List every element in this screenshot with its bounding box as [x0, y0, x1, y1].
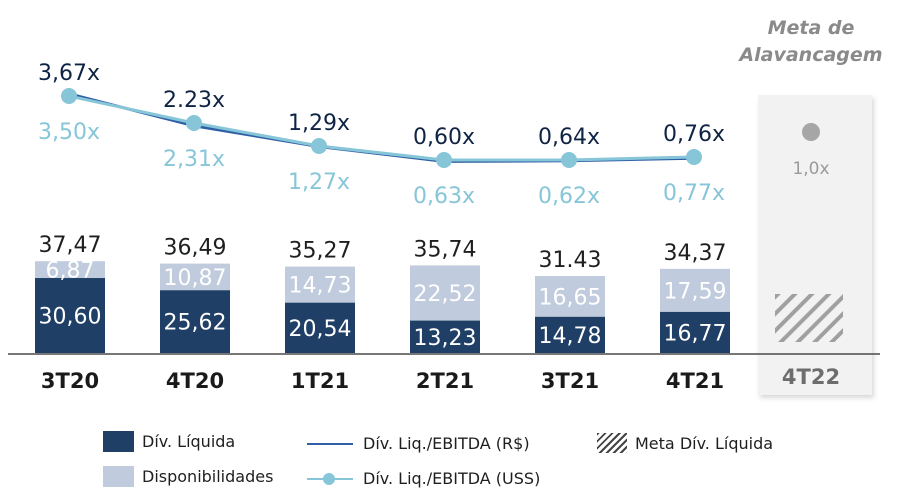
legend-label: Meta Dív. Líquida — [635, 433, 774, 453]
bar-total-label: 36,49 — [164, 236, 227, 261]
bar-disponibilidades — [285, 266, 355, 303]
x-tick-label: 3T21 — [541, 369, 599, 393]
bar-label-disponibilidades: 10,87 — [164, 266, 227, 291]
legend-swatch-line-marker-icon — [307, 472, 353, 486]
line-label-ebitda-usd: 0,63x — [413, 184, 475, 209]
bars-layer — [35, 261, 730, 353]
bar-div-liquida — [160, 290, 230, 353]
bar-label-disponibilidades: 16,65 — [539, 285, 602, 310]
bar-disponibilidades — [35, 261, 105, 279]
legend-label: Dív. Líquida — [142, 432, 236, 451]
line-label-ebitda-brl: 0,64x — [538, 125, 600, 150]
bar-label-div-liquida: 25,62 — [164, 311, 227, 336]
legend-swatch-disponibilidades — [103, 466, 134, 487]
marker-ebitda-usd — [436, 152, 452, 168]
legend-swatch-line-icon — [307, 437, 353, 451]
bar-div-liquida — [35, 278, 105, 353]
bar-disponibilidades — [160, 263, 230, 291]
line-label-ebitda-usd: 1,27x — [288, 170, 350, 195]
legend-swatch-div-liquida — [103, 431, 134, 452]
marker-ebitda-usd — [186, 115, 202, 131]
bar-label-div-liquida: 14,78 — [539, 324, 602, 349]
bar-disponibilidades — [660, 268, 730, 312]
bar-label-div-liquida: 30,60 — [39, 305, 102, 330]
legend-item-ebitda-brl: Dív. Liq./EBITDA (R$) — [307, 434, 530, 453]
bar-total-label: 31.43 — [539, 248, 602, 273]
goal-panel: Meta de Alavancagem 1,0x 4T22 — [737, 17, 883, 395]
bar-label-disponibilidades: 6,87 — [46, 259, 95, 284]
bar-label-disponibilidades: 17,59 — [664, 279, 727, 304]
line-label-ebitda-usd: 0,62x — [538, 184, 600, 209]
bar-div-liquida — [535, 316, 605, 353]
goal-hatched-bar — [775, 294, 843, 342]
legend-label: Disponibilidades — [142, 467, 274, 486]
legend-item-meta: Meta Dív. Líquida — [597, 433, 773, 453]
bar-label-div-liquida: 16,77 — [664, 321, 727, 346]
bar-total-label: 35,74 — [414, 237, 477, 262]
x-tick-label: 4T21 — [666, 369, 724, 393]
legend-item-ebitda-usd: Dív. Liq./EBITDA (USS) — [307, 469, 540, 488]
bar-label-disponibilidades: 22,52 — [414, 282, 477, 307]
line-label-ebitda-brl: 0,60x — [413, 125, 475, 150]
line-label-ebitda-usd: 2,31x — [163, 147, 225, 172]
goal-title-line1: Meta de — [768, 17, 855, 39]
x-tick-label: 1T21 — [291, 369, 349, 393]
bar-div-liquida — [285, 302, 355, 353]
bar-total-label: 37,47 — [39, 233, 102, 258]
bar-label-div-liquida: 20,54 — [289, 317, 352, 342]
line-label-ebitda-brl: 3,67x — [38, 61, 100, 86]
bar-label-disponibilidades: 14,73 — [289, 274, 352, 299]
legend-label: Dív. Liq./EBITDA (R$) — [363, 434, 530, 453]
legend-label: Dív. Liq./EBITDA (USS) — [363, 469, 541, 488]
bar-total-label: 35,27 — [289, 239, 352, 264]
x-tick-label: 3T20 — [41, 369, 99, 393]
goal-category-label: 4T22 — [782, 365, 840, 389]
x-tick-label: 4T20 — [166, 369, 224, 393]
marker-ebitda-usd — [561, 152, 577, 168]
legend-swatch-hatch-icon — [597, 433, 627, 453]
marker-ebitda-usd — [311, 138, 327, 154]
line-label-ebitda-usd: 0,77x — [663, 181, 725, 206]
goal-panel-background — [758, 95, 872, 395]
labels-layer: 6,87 30,60 37,47 3T20 10,87 25,62 36,49 4T20 14,… — [38, 61, 727, 393]
line-label-ebitda-usd: 3,50x — [38, 120, 100, 145]
bar-total-label: 34,37 — [664, 241, 727, 266]
bar-disponibilidades — [410, 265, 480, 321]
goal-leverage-label: 1,0x — [792, 159, 829, 179]
bar-div-liquida — [410, 320, 480, 353]
goal-title-line2: Alavancagem — [737, 44, 882, 66]
legend-item-div-liquida: Dív. Líquida — [103, 431, 235, 452]
legend-item-disponibilidades: Disponibilidades — [103, 466, 273, 487]
marker-ebitda-usd — [686, 149, 702, 165]
line-label-ebitda-brl: 1,29x — [288, 111, 350, 136]
goal-leverage-marker — [802, 123, 820, 141]
lines-layer — [61, 88, 702, 168]
marker-ebitda-usd — [61, 88, 77, 104]
bar-disponibilidades — [535, 275, 605, 317]
x-tick-label: 2T21 — [416, 369, 474, 393]
line-label-ebitda-brl: 0,76x — [663, 122, 725, 147]
bar-div-liquida — [660, 311, 730, 353]
line-label-ebitda-brl: 2.23x — [163, 88, 225, 113]
bar-label-div-liquida: 13,23 — [414, 326, 477, 351]
line-ebitda-usd — [68, 94, 695, 162]
